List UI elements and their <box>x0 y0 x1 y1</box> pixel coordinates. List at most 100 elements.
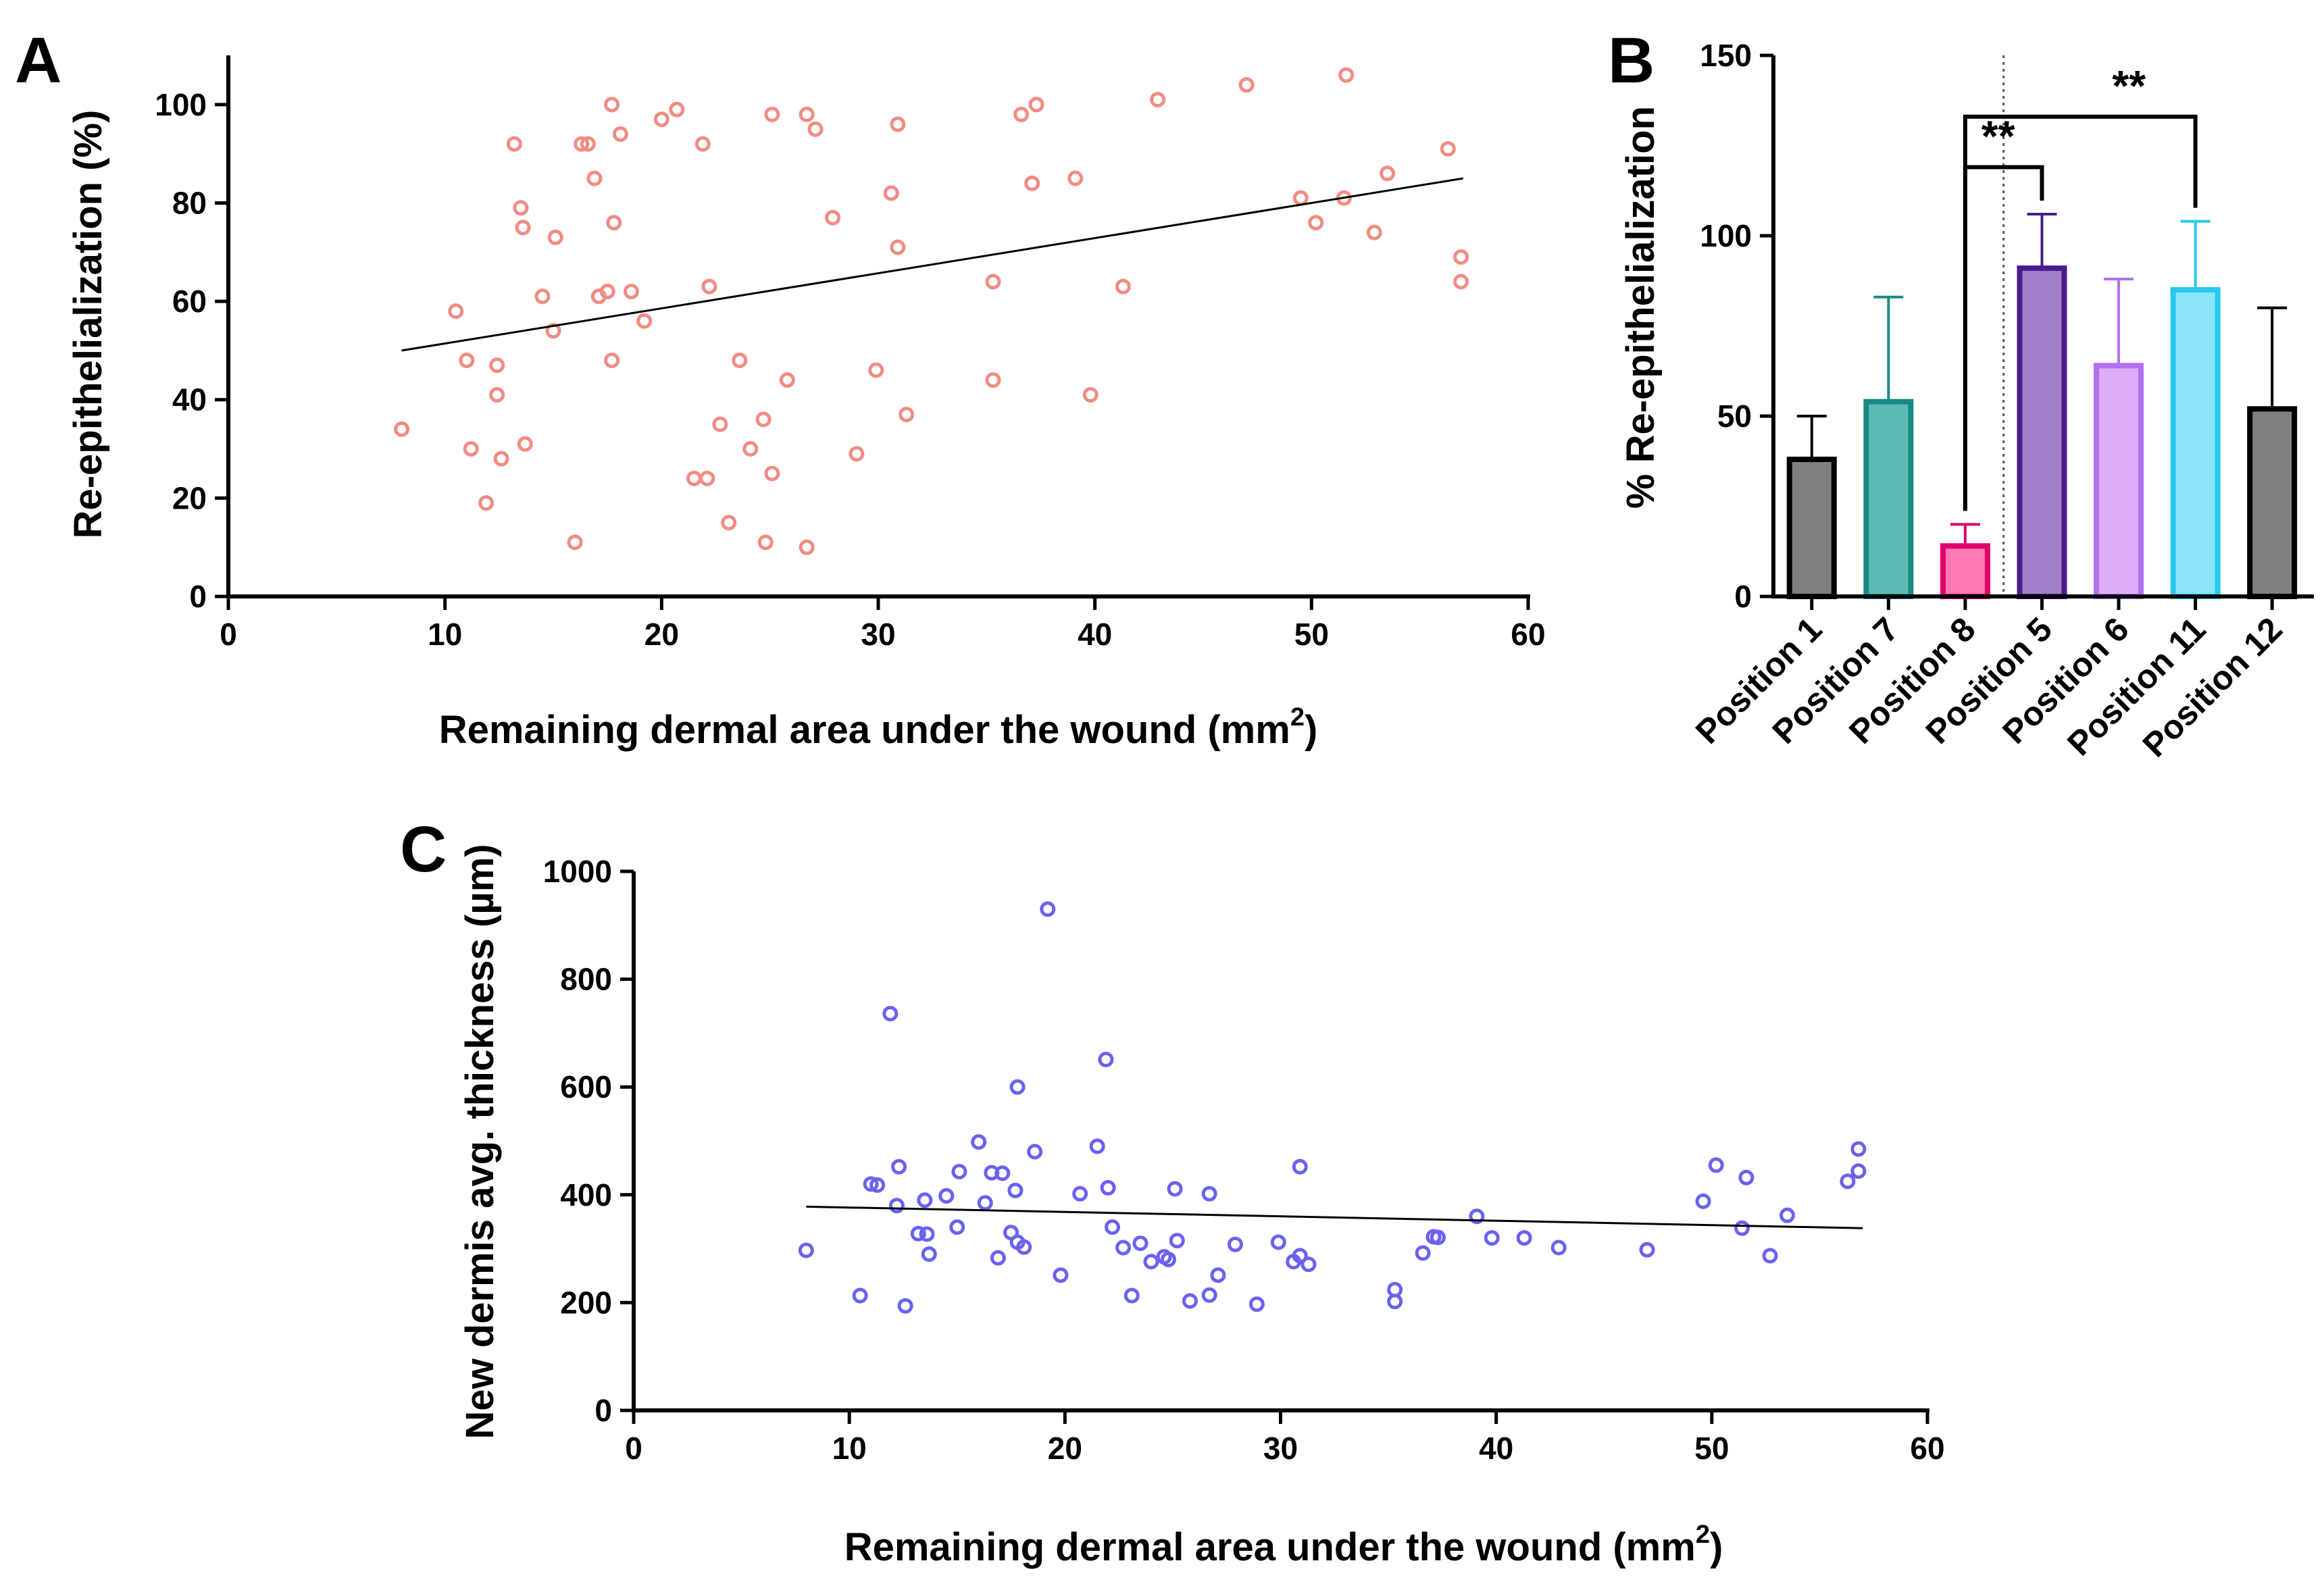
panel-a-data-point <box>545 323 561 339</box>
panel-a-data-point <box>699 470 715 486</box>
panel-c-data-point <box>1123 1287 1140 1304</box>
panel-c-data-point <box>1009 1079 1026 1095</box>
panel-c-data-point <box>1161 1252 1177 1268</box>
panel-c-data-point <box>863 1176 879 1192</box>
panel-a-data-point <box>1082 386 1098 403</box>
panel-c-data-point <box>891 1158 907 1175</box>
panel-a-data-point <box>1366 224 1382 240</box>
panel-a-y-tick-label: 40 <box>172 382 207 417</box>
panel-c-data-point <box>1182 1293 1198 1309</box>
panel-c-data-point <box>1734 1220 1750 1236</box>
panel-b-bar <box>2017 265 2067 599</box>
panel-c-data-point <box>1053 1267 1069 1283</box>
panel-a-data-point <box>807 121 824 137</box>
panel-a-y-label: Re-epithelialization (%) <box>66 110 110 539</box>
panel-a-data-point <box>448 303 464 320</box>
panel-a-data-point <box>1453 249 1469 265</box>
panel-c-x-tick-label: 60 <box>1910 1431 1944 1466</box>
panel-c-data-point <box>1143 1254 1159 1270</box>
panel-a-data-point <box>1338 67 1355 83</box>
panel-a-data-point <box>849 446 865 462</box>
panel-c-data-point <box>1040 901 1056 917</box>
panel-b-significance-label: ** <box>1981 112 2015 161</box>
panel-c-data-point <box>971 1134 987 1150</box>
panel-a-x-tick-label: 60 <box>1511 617 1545 652</box>
panel-a-data-point <box>755 411 772 428</box>
panel-a-data-point <box>636 313 653 329</box>
panel-c-data-point <box>1300 1256 1317 1273</box>
panel-c-data-point <box>1430 1229 1446 1246</box>
panel-c-y-tick-label: 200 <box>560 1285 612 1320</box>
panel-a-data-point <box>1024 175 1040 191</box>
panel-a-data-point <box>1013 106 1030 122</box>
panel-c-data-point <box>1762 1248 1778 1264</box>
panel-a-data-point <box>890 239 906 255</box>
panel-b-significance-label: ** <box>2112 61 2146 110</box>
panel-c-data-point <box>1027 1144 1043 1160</box>
panel-c-data-point <box>951 1163 967 1179</box>
panel-a-data-point <box>1067 170 1084 186</box>
panel-c-x-tick-label: 20 <box>1048 1431 1082 1466</box>
panel-a-data-point <box>489 357 505 374</box>
panel-c-data-point <box>1639 1242 1655 1258</box>
panel-a-data-point <box>599 284 615 300</box>
panel-b-y-tick-label: 50 <box>1717 399 1752 434</box>
panel-a-x-tick-label: 20 <box>645 617 679 652</box>
panel-c-y-tick-label: 400 <box>560 1177 612 1212</box>
panel-c-data-point <box>1089 1138 1105 1154</box>
panel-a-data-point <box>604 352 620 368</box>
panel-c-data-point <box>1115 1240 1132 1256</box>
panel-a-data-point <box>1292 190 1309 206</box>
panel-c-x-tick-label: 0 <box>625 1431 642 1466</box>
panel-a-data-point <box>712 416 728 432</box>
panel-a-data-point <box>1440 140 1456 157</box>
panel-a-data-point <box>757 534 774 551</box>
panel-c-data-point <box>852 1287 868 1304</box>
panel-a-x-label: Remaining dermal area under the wound (m… <box>439 703 1318 752</box>
panel-c-data-point <box>1484 1230 1500 1246</box>
panel-c-data-point <box>1415 1245 1431 1261</box>
panel-a-data-point <box>1028 97 1044 113</box>
panel-c-data-point <box>1201 1185 1217 1202</box>
panel-b-y-tick-label: 0 <box>1734 579 1752 614</box>
panel-a-data-point <box>799 106 815 122</box>
panel-a-data-point <box>515 220 531 236</box>
panel-a-data-point <box>868 362 884 378</box>
panel-c-x-label: Remaining dermal area under the wound (m… <box>844 1521 1723 1569</box>
panel-a-data-point <box>883 185 899 201</box>
panel-c-data-point <box>1708 1157 1724 1173</box>
panel-c-data-point <box>1016 1239 1032 1255</box>
panel-a-letter: A <box>15 24 61 97</box>
panel-c-y-label: New dermis avg. thickness (µm) <box>458 844 502 1439</box>
panel-a-data-point <box>669 101 685 118</box>
panel-c-fit-line <box>806 1205 1863 1229</box>
panel-a-data-point <box>493 451 509 467</box>
panel-b-bar <box>1940 543 1990 599</box>
panel-c-x-tick-label: 10 <box>832 1431 867 1466</box>
panel-a-data-point <box>580 136 596 152</box>
panel-a-fit-line <box>401 177 1464 352</box>
panel-a-data-point <box>779 372 795 388</box>
panel-a-data-point <box>653 111 670 128</box>
panel-c-y-tick-label: 0 <box>595 1393 612 1428</box>
panel-c-data-point <box>1270 1234 1286 1250</box>
panel-a-data-point <box>825 209 841 226</box>
panel-c-data-point <box>1550 1240 1567 1256</box>
panel-c-x-tick-label: 40 <box>1479 1431 1513 1466</box>
panel-c-data-point <box>1227 1236 1243 1252</box>
panel-a-data-point <box>478 495 495 511</box>
panel-c-data-point <box>1850 1141 1867 1157</box>
panel-a-data-point <box>606 215 622 231</box>
panel-b-bar <box>2094 363 2144 599</box>
panel-a-data-point <box>799 539 815 555</box>
panel-c-y-tick-label: 800 <box>560 962 612 997</box>
panel-a-data-point <box>764 106 780 122</box>
panel-b-y-tick-label: 150 <box>1700 38 1752 73</box>
panel-a-data-point <box>764 465 780 482</box>
panel-b-significance-bracket <box>1963 114 2198 511</box>
panel-a-data-point <box>513 200 529 216</box>
panel-a: A 0 10 20 30 40 50 60 0 20 40 60 80 100 Re-epithelia… <box>15 24 1546 752</box>
